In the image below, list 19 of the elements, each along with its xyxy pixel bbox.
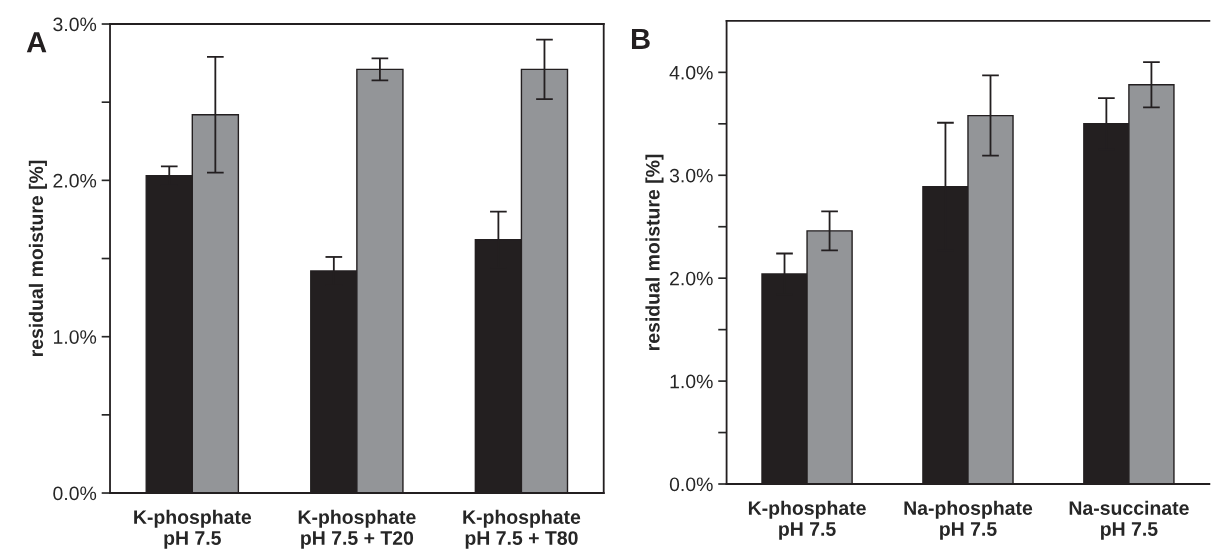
x-tick-label: K-phosphate pH 7.5	[748, 500, 866, 540]
text: B	[631, 28, 650, 49]
y-tick-label: 1.0%	[53, 330, 97, 344]
text: A	[26, 32, 47, 53]
y-tick-label: 3.0%	[669, 168, 713, 183]
x-tick-label: Na-phosphate pH 7.5	[904, 500, 1033, 540]
y-tick-label: 2.0%	[53, 173, 97, 188]
y-tick-label: 0.0%	[53, 486, 97, 501]
x-tick-label: K-phosphate pH 7.5	[134, 509, 252, 549]
x-tick-label: K-phosphate pH 7.5 + T20	[298, 509, 416, 549]
y-tick-label: 2.0%	[670, 271, 713, 286]
y-tick-label: 1.0%	[670, 374, 713, 389]
y-tick-label: 4.0%	[669, 65, 713, 80]
y-axis-title: residual moisture [%]	[28, 160, 47, 357]
y-tick-label: 3.0%	[53, 17, 97, 32]
y-tick-label: 0.0%	[669, 477, 713, 492]
x-tick-label: K-phosphate pH 7.5 + T80	[463, 509, 581, 549]
x-tick-label: Na-succinate pH 7.5	[1069, 500, 1189, 540]
y-axis-title: residual moisture [%]	[645, 154, 664, 351]
